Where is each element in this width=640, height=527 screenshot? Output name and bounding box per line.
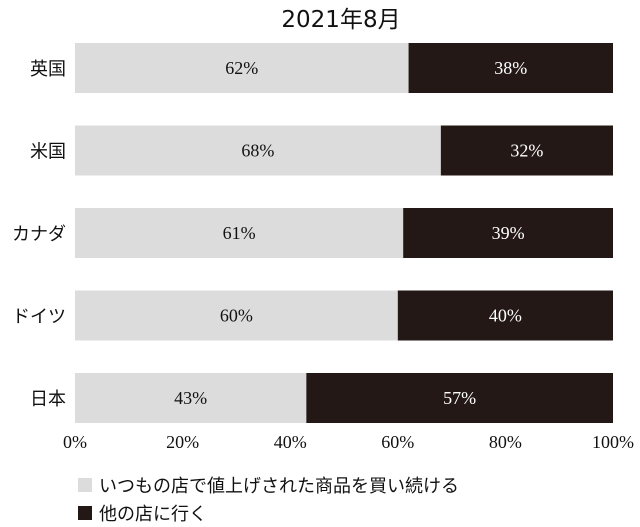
chart-title: 2021年8月 — [281, 7, 400, 33]
data-label-series-0-row-4: 43% — [174, 388, 207, 408]
legend-label-series-0: いつもの店で値上げされた商品を買い続ける — [99, 476, 459, 497]
data-label-series-1-row-2: 39% — [492, 223, 525, 243]
bar-series-0-row-3 — [75, 290, 398, 341]
legend: いつもの店で値上げされた商品を買い続ける 他の店に行く — [78, 476, 459, 525]
category-label-row-2: カナダ — [12, 224, 66, 245]
category-label-row-0: 英国 — [30, 59, 66, 80]
legend-label-series-1: 他の店に行く — [99, 504, 207, 525]
bar-series-1-row-3 — [397, 290, 613, 341]
data-label-series-0-row-1: 68% — [241, 141, 274, 161]
bar-series-1-row-2 — [403, 208, 613, 258]
legend-item-series-1: 他の店に行く — [78, 504, 207, 525]
data-label-series-0-row-0: 62% — [225, 58, 258, 78]
bar-series-0-row-1 — [75, 125, 441, 176]
x-tick-label-2: 40% — [274, 432, 307, 452]
legend-item-series-0: いつもの店で値上げされた商品を買い続ける — [78, 476, 459, 497]
data-label-series-0-row-2: 61% — [223, 223, 256, 243]
x-tick-label-4: 80% — [489, 432, 522, 452]
data-label-series-1-row-3: 40% — [489, 306, 522, 326]
legend-swatch-series-0 — [78, 478, 92, 492]
bar-series-0-row-0 — [75, 43, 409, 93]
x-axis-tick-labels: 0% 20% 40% 60% 80% 100% — [63, 432, 634, 452]
bar-series-0-row-4 — [75, 373, 307, 423]
bar-series-1-row-1 — [440, 125, 613, 176]
data-label-series-1-row-1: 32% — [510, 141, 543, 161]
x-tick-label-1: 20% — [166, 432, 199, 452]
bar-series-0-row-2 — [75, 208, 404, 258]
legend-swatch-series-1 — [78, 506, 92, 520]
x-tick-label-3: 60% — [381, 432, 414, 452]
bars-layer: 62% 38% 68% 32% 61% 39% 60% 40% 43% 57% — [75, 43, 613, 423]
data-label-series-1-row-0: 38% — [494, 58, 527, 78]
category-label-row-3: ドイツ — [12, 307, 66, 328]
x-tick-label-0: 0% — [63, 432, 87, 452]
category-label-row-4: 日本 — [30, 389, 66, 410]
x-tick-label-5: 100% — [592, 432, 634, 452]
category-label-row-1: 米国 — [30, 142, 66, 163]
data-label-series-0-row-3: 60% — [220, 306, 253, 326]
data-label-series-1-row-4: 57% — [443, 388, 476, 408]
bar-series-1-row-0 — [408, 43, 613, 93]
bar-series-1-row-4 — [306, 373, 613, 423]
